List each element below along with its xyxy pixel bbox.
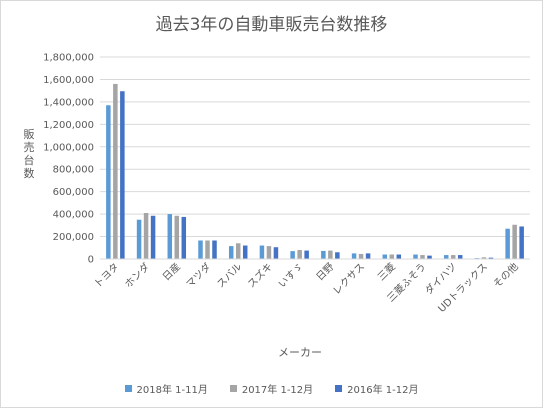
x-category-label: トヨタ	[92, 261, 122, 291]
y-tick-label: 0	[88, 255, 94, 266]
bar	[212, 240, 217, 259]
y-tick-label: 1,600,000	[43, 75, 94, 86]
bar	[273, 247, 279, 259]
x-category-label: スバル	[215, 261, 245, 291]
bar	[519, 226, 524, 259]
x-category-label: その他	[490, 260, 520, 290]
bar	[290, 251, 295, 259]
bar	[358, 253, 364, 259]
bar	[512, 224, 517, 259]
bar	[335, 252, 340, 259]
bar	[106, 105, 111, 259]
x-category-label: マツダ	[183, 260, 213, 290]
bar	[205, 240, 210, 259]
bar	[481, 257, 487, 259]
legend-item: 2016年 1-12月	[335, 381, 418, 396]
legend-label: 2017年 1-12月	[241, 385, 314, 396]
chart-title: 過去3年の自動車販売台数推移	[155, 15, 388, 35]
y-axis-title: 販売台数	[23, 128, 35, 180]
x-category-label: 日産	[160, 260, 183, 283]
legend-item: 2018年 1-11月	[124, 381, 208, 396]
bar	[266, 246, 272, 259]
bar	[450, 255, 456, 259]
legend: 2018年 1-11月 2017年 1-12月 2016年 1-12月	[0, 381, 543, 396]
y-tick-label: 1,000,000	[43, 142, 94, 153]
y-tick-label: 1,400,000	[43, 97, 94, 108]
bar	[150, 215, 156, 259]
bar	[396, 254, 402, 259]
bar	[167, 214, 173, 259]
x-category-label: スズキ	[245, 260, 275, 290]
bar	[120, 91, 125, 259]
bar	[136, 219, 142, 259]
bar	[297, 250, 302, 259]
y-tick-label: 1,200,000	[43, 120, 94, 131]
x-axis-title: メーカー	[278, 346, 322, 359]
y-tick-label: 400,000	[53, 210, 94, 221]
x-category-label: レクサス	[331, 261, 368, 298]
legend-swatch	[335, 385, 343, 392]
bar-series	[106, 83, 524, 259]
bar	[365, 253, 371, 259]
x-category-label: ホンダ	[122, 260, 152, 290]
bar	[413, 254, 418, 259]
bar	[328, 250, 333, 259]
bar	[181, 216, 187, 259]
y-tick-label: 1,800,000	[43, 53, 94, 64]
legend-label: 2016年 1-12月	[347, 385, 419, 396]
y-tick-label: 600,000	[53, 187, 94, 198]
x-category-label: 日野	[314, 261, 337, 284]
bar	[505, 228, 510, 259]
bar	[321, 250, 326, 259]
legend-item: 2017年 1-12月	[229, 381, 314, 396]
bar	[198, 240, 203, 259]
bar	[488, 257, 494, 259]
bar	[389, 254, 395, 259]
bar	[351, 253, 357, 259]
bar	[228, 246, 234, 259]
legend-label: 2018年 1-11月	[136, 385, 208, 396]
legend-swatch	[124, 385, 132, 392]
y-axis-tick-labels: 0 200,000 400,000 600,000 800,000 1,000,000 1,…	[43, 53, 94, 266]
legend-swatch	[229, 385, 237, 392]
x-category-label: 三菱	[375, 261, 398, 284]
bar	[420, 255, 425, 259]
bar	[457, 255, 463, 259]
bar	[174, 215, 180, 259]
gridlines	[100, 56, 530, 238]
bar	[143, 212, 149, 259]
bar	[443, 255, 449, 259]
bar	[382, 254, 388, 259]
y-tick-label: 800,000	[53, 165, 94, 176]
y-tick-label: 200,000	[53, 232, 94, 243]
bar	[427, 255, 432, 259]
bar	[113, 83, 118, 259]
bar	[235, 243, 241, 259]
bar	[242, 245, 248, 259]
x-category-label: いすゞ	[276, 261, 306, 291]
bar	[304, 250, 309, 259]
bar	[259, 245, 265, 259]
